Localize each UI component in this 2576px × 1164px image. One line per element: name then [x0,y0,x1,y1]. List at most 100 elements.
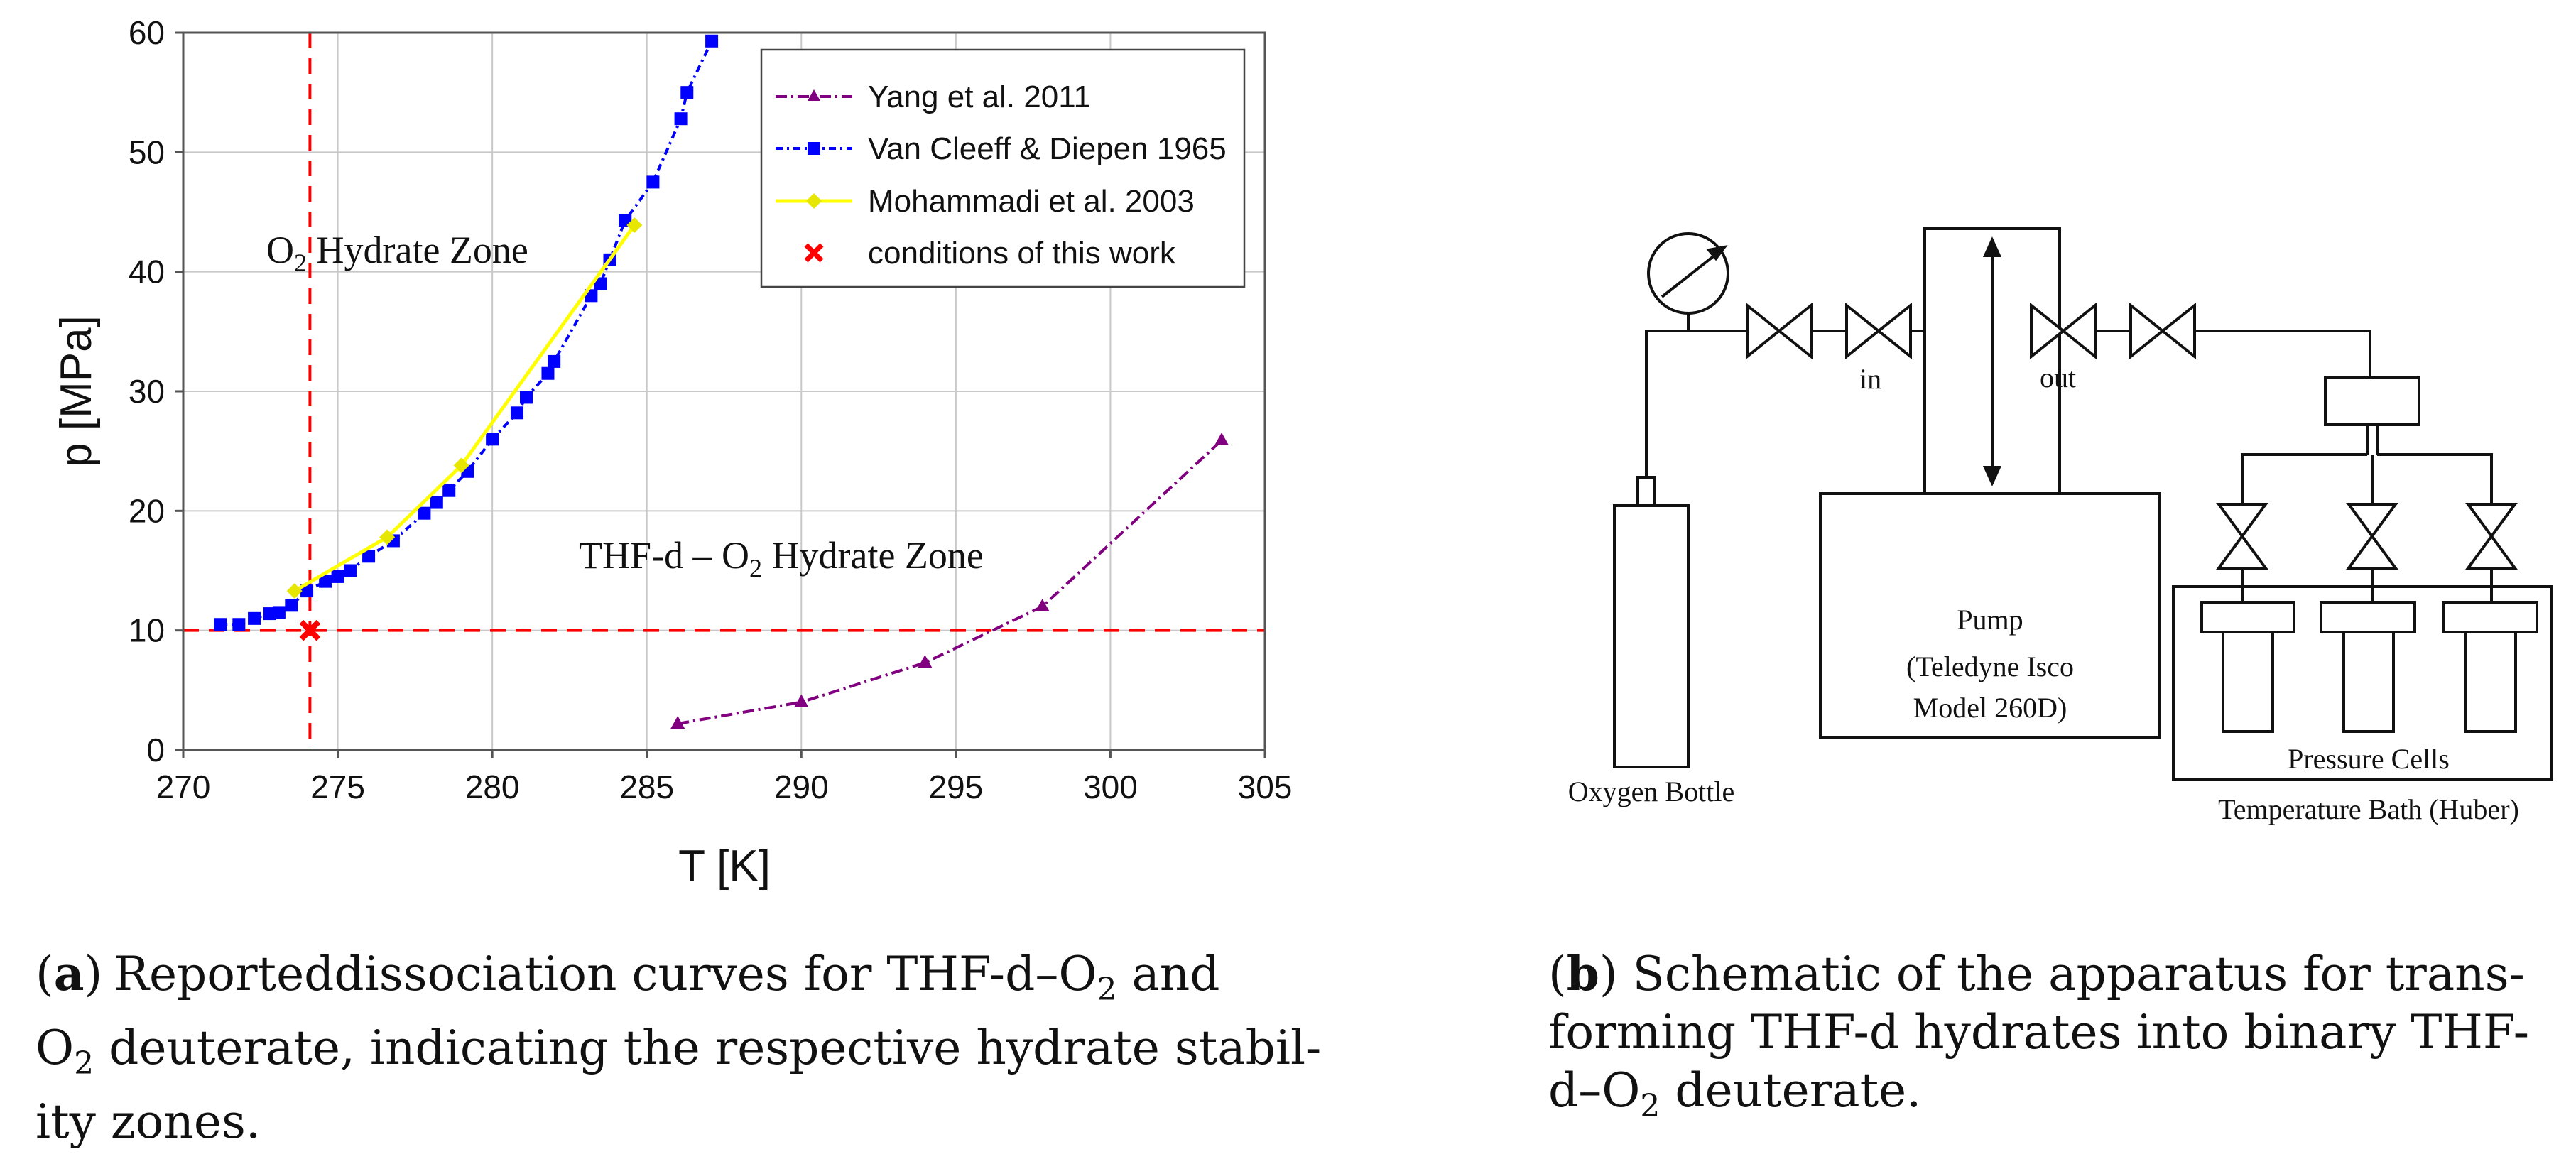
x-tick-label: 275 [310,768,365,805]
data-point [232,618,246,631]
series-line [293,224,636,593]
x-tick-label: 280 [465,768,520,805]
branch-valve-icon-1 [2216,503,2268,570]
triangle-marker-icon [808,89,820,101]
data-point [674,112,688,126]
series-3 [299,619,321,641]
y-tick-label: 30 [129,373,165,410]
cell-body-1 [2222,631,2274,733]
in-label: in [1859,363,1881,395]
caption-b-sub-3: 2 [1640,1088,1661,1125]
data-point [272,606,286,619]
data-point [646,175,660,189]
axis-ticks: 270 275 280 285 290 295 300 305 0 10 20 30 40 50 60 [129,14,1293,805]
data-point [548,354,561,368]
data-point [331,570,344,583]
data-point [670,715,685,729]
data-point [510,406,523,420]
series-2 [286,217,643,599]
cell-body-2 [2342,631,2395,733]
data-series [214,34,1229,729]
y-tick-label: 20 [129,492,165,529]
branch-valve-icon-3 [2465,503,2518,570]
data-point [286,583,303,599]
data-point [594,277,607,290]
pump-label-1: Pump [1957,604,2023,636]
y-tick-label: 50 [129,134,165,170]
y-tick-label: 60 [129,14,165,51]
x-tick-label: 285 [619,768,674,805]
x-marker-icon [804,243,824,263]
x-axis-label: T [K] [678,842,771,891]
gauge-needle [1661,251,1720,298]
data-point [794,694,809,707]
pressure-gauge-icon [1647,232,1729,315]
data-point [626,217,643,234]
x-tick-label: 290 [774,768,829,805]
caption-b-text-1: Schematic of the apparatus for trans- [1617,947,2525,1001]
thf-zone-sub: 2 [749,554,762,582]
dissociation-chart: 270 275 280 285 290 295 300 305 0 10 20 30 40 50 60 T … [52,14,1293,891]
series-0 [670,433,1229,729]
pump-box [1819,492,2161,739]
caption-b-label: b [1566,946,1599,1001]
legend-label-yang: Yang et al. 2011 [868,80,1091,114]
data-point [319,575,332,588]
pressure-cells-label: Pressure Cells [2288,743,2450,775]
arrow-down-icon [1982,466,2002,486]
legend-label-vancleeff: Van Cleeff & Diepen 1965 [868,131,1227,166]
valve-icon-out [2030,302,2097,360]
caption-b-text-3: d–O [1548,1063,1641,1118]
temperature-bath-box [2172,585,2553,781]
o2-zone-rest: Hydrate Zone [307,229,528,271]
out-label: out [2040,361,2076,393]
caption-a-text-1: Reporteddissociation curves for THF-d–O [114,947,1097,1001]
legend: Yang et al. 2011 Van Cleeff & Diepen 196… [760,48,1246,288]
cell-lid-3 [2442,601,2538,633]
caption-a-label: a [53,946,85,1001]
data-point [285,599,298,612]
x-tick-label: 270 [156,768,211,805]
caption-a-text-2: O [36,1021,75,1076]
o2-zone-sub: 2 [294,249,307,277]
caption-b-line-2: forming THF-d hydrates into binary THF- [1548,1005,2530,1060]
series-1 [214,34,719,631]
data-point [453,457,469,474]
pump-label-3: Model 260D) [1913,692,2067,724]
caption-a-sub-1: 2 [1097,972,1117,1008]
y-tick-label: 0 [146,731,165,768]
legend-entry-conditions: conditions of this work [804,236,1176,271]
diamond-marker-icon [806,193,822,209]
data-point [418,506,431,520]
cell-body-3 [2464,631,2517,733]
data-point [520,391,533,404]
square-marker-icon [808,142,820,155]
pump-label-2: (Teledyne Isco [1906,651,2074,682]
y-axis-label: p [MPa] [52,315,101,467]
data-point [486,433,499,446]
legend-entry-vancleeff: Van Cleeff & Diepen 1965 [776,131,1227,166]
temperature-bath-label: Temperature Bath (Huber) [2218,793,2519,825]
oxygen-bottle-icon [1613,504,1690,768]
legend-entry-yang: Yang et al. 2011 [776,80,1091,114]
data-point [442,484,456,497]
gauge-needle-head [1706,245,1728,261]
y-tick-label: 10 [129,612,165,649]
y-tick-label: 40 [129,254,165,290]
caption-a-line-2: O2 deuterate, indicating the respective … [36,1019,1328,1093]
series-line [677,439,1223,725]
caption-b-line-3: d–O2 deuterate. [1548,1062,2557,1136]
data-point [680,86,694,99]
data-point [248,611,261,625]
data-point [379,529,396,545]
data-point [541,366,555,380]
caption-a: (a) Reporteddissociation curves for THF-d… [36,945,1328,1151]
caption-a-sub-2: 2 [74,1045,94,1082]
branch-valve-icon-2 [2346,503,2398,570]
legend-label-conditions: conditions of this work [868,236,1176,271]
caption-b-line-1: (b) Schematic of the apparatus for trans… [1548,946,2525,1001]
valve-icon-4 [2129,302,2196,360]
manifold-box [2324,376,2420,426]
valve-icon-in [1845,302,1912,360]
legend-entry-mohammadi: Mohammadi et al. 2003 [776,184,1195,219]
